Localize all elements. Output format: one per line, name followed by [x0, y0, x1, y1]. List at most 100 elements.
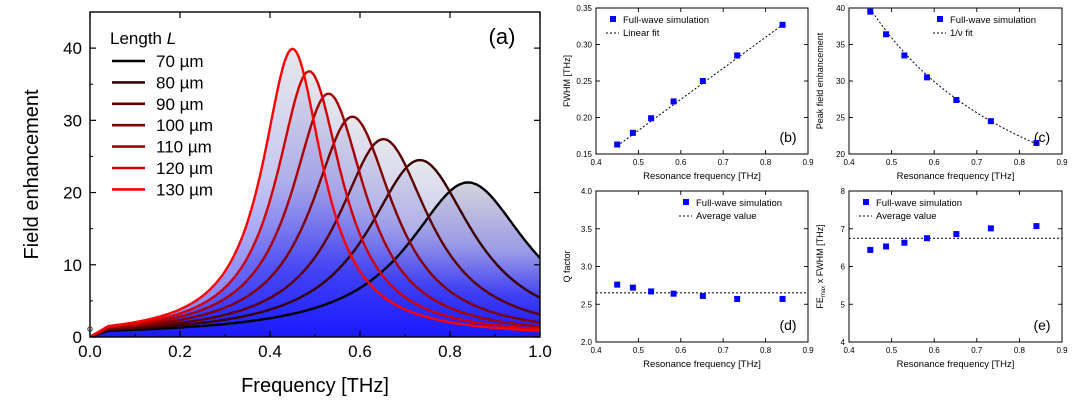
x-tick-label: 0.6	[929, 158, 941, 167]
legend-marker	[683, 199, 689, 205]
data-point	[614, 281, 621, 288]
y-tick-label: 35	[836, 41, 845, 50]
legend-entry: Average value	[876, 211, 937, 222]
x-axis-label: Resonance frequency [THz]	[897, 359, 1015, 370]
line-80um	[90, 158, 540, 337]
x-tick-label: 0.9	[802, 158, 814, 167]
x-tick-label: 1.0	[528, 342, 552, 361]
y-tick-label: 25	[836, 114, 845, 123]
x-tick-label: 0.8	[760, 346, 772, 355]
x-tick-label: 0.9	[1056, 158, 1068, 167]
line-70um	[90, 181, 540, 337]
y-tick-label: 30	[63, 111, 82, 130]
y-tick-label: 0.25	[576, 77, 592, 86]
legend-entry: Full-wave simulation	[876, 198, 962, 209]
legend-entry: 130 µm	[156, 180, 213, 199]
legend-title: Length L	[110, 29, 176, 48]
y-axis-label: Field enhancement	[21, 89, 43, 260]
legend-entry: 70 µm	[156, 52, 204, 71]
data-point	[987, 118, 994, 125]
y-tick-label: 8	[841, 187, 846, 196]
x-axis-label: Resonance frequency [THz]	[897, 171, 1015, 182]
x-tick-label: 0.4	[843, 158, 855, 167]
panel-a-plot-area	[90, 47, 540, 337]
y-axis-label: Peak field enhancement	[815, 32, 825, 129]
data-point	[1033, 223, 1040, 230]
x-tick-label: 0.7	[718, 158, 730, 167]
x-tick-label: 0.0	[78, 342, 102, 361]
line-110um	[90, 92, 540, 337]
legend-entry: Full-wave simulation	[623, 15, 709, 26]
x-tick-label: 0.7	[971, 158, 983, 167]
y-tick-label: 4	[841, 338, 846, 347]
x-tick-label: 0.4	[258, 342, 282, 361]
legend-entry: Linear fit	[623, 28, 660, 39]
x-tick-label: 0.8	[1014, 346, 1026, 355]
data-point	[648, 115, 655, 122]
data-point	[734, 52, 741, 59]
y-tick-label: 0.15	[576, 150, 592, 159]
y-tick-label: 0.35	[576, 4, 592, 13]
y-tick-label: 3.0	[581, 263, 593, 272]
y-tick-label: 30	[836, 77, 845, 86]
data-point	[923, 74, 930, 81]
data-point	[883, 243, 890, 250]
y-axis-label-subscript: max	[821, 286, 827, 297]
data-point	[987, 225, 994, 232]
legend-entry: Average value	[696, 211, 757, 222]
y-tick-label: 40	[63, 39, 82, 58]
x-tick-label: 0.8	[438, 342, 462, 361]
line-130um	[90, 47, 540, 337]
y-axis-label-main: FE	[815, 297, 825, 309]
x-tick-label: 0.6	[348, 342, 372, 361]
panel-label: (a)	[489, 24, 516, 49]
y-tick-label: 0.30	[576, 41, 592, 50]
panel-label: (b)	[779, 129, 796, 145]
data-point	[699, 292, 706, 299]
y-tick-label: 5	[841, 300, 846, 309]
y-tick-label: 40	[836, 4, 845, 13]
y-tick-label: 10	[63, 256, 82, 275]
y-tick-label: 3.5	[581, 225, 593, 234]
x-tick-label: 0.5	[886, 158, 898, 167]
x-tick-label: 0.8	[760, 158, 772, 167]
panel-label: (c)	[1034, 129, 1050, 145]
data-point	[699, 78, 706, 84]
y-tick-label: 20	[836, 150, 845, 159]
legend-marker	[937, 16, 943, 22]
legend-marker	[863, 199, 869, 205]
y-tick-label: 4.0	[581, 187, 593, 196]
legend-entry: 1/ν fit	[950, 28, 973, 39]
x-tick-label: 0.9	[1056, 346, 1068, 355]
legend-entry: 100 µm	[156, 116, 213, 135]
fit-line	[616, 24, 783, 147]
data-point	[648, 288, 655, 295]
y-axis-label: FEmax x FWHM [THz]	[815, 224, 827, 308]
origin-marker	[87, 326, 93, 332]
data-point	[629, 284, 636, 291]
y-axis-label: Q factor	[562, 250, 572, 282]
x-tick-label: 0.6	[675, 158, 687, 167]
data-point	[867, 246, 874, 253]
legend-marker	[610, 16, 616, 22]
x-tick-label: 0.5	[886, 346, 898, 355]
legend-title-text: Length	[110, 29, 167, 48]
data-point	[901, 239, 908, 246]
x-tick-label: 0.7	[718, 346, 730, 355]
data-point	[1033, 140, 1040, 147]
y-tick-label: 0.20	[576, 114, 592, 123]
data-point	[614, 141, 621, 148]
x-tick-label: 0.4	[843, 346, 855, 355]
x-tick-label: 0.8	[1014, 158, 1026, 167]
line-120um	[90, 69, 540, 337]
x-axis-label: Frequency [THz]	[241, 375, 389, 397]
data-point	[953, 96, 960, 103]
x-tick-label: 0.5	[633, 346, 645, 355]
y-axis-label: FWHM [THz]	[562, 55, 572, 107]
x-tick-label: 0.4	[590, 346, 602, 355]
x-tick-label: 0.2	[168, 342, 192, 361]
data-point	[779, 21, 786, 28]
x-tick-label: 0.6	[929, 346, 941, 355]
x-axis-label: Resonance frequency [THz]	[643, 171, 761, 182]
